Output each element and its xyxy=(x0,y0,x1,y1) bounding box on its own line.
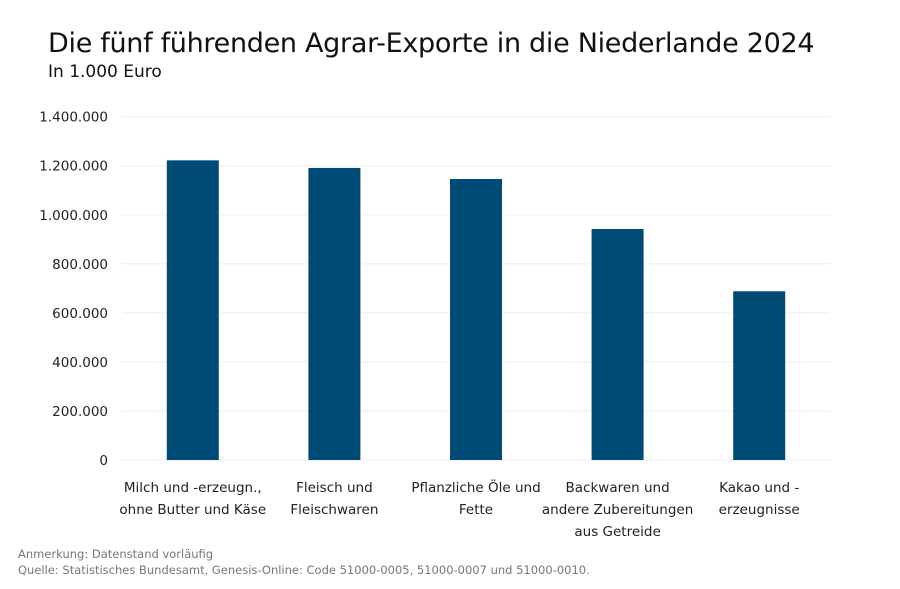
x-tick-label: Milch und -erzeugn., xyxy=(124,480,262,496)
y-tick-label: 0 xyxy=(99,453,108,469)
x-tick-label: Backwaren und xyxy=(566,480,670,496)
bar xyxy=(166,160,219,460)
x-tick-label: andere Zubereitungen xyxy=(542,502,693,518)
x-tick-label: aus Getreide xyxy=(574,524,660,540)
y-tick-label: 1.000.000 xyxy=(39,208,108,224)
bar xyxy=(733,291,786,460)
bar xyxy=(308,167,361,461)
y-tick-label: 1.400.000 xyxy=(39,110,108,126)
chart-subtitle: In 1.000 Euro xyxy=(48,62,162,82)
y-tick-label: 200.000 xyxy=(52,404,108,420)
x-tick-label: Fette xyxy=(459,502,493,518)
x-tick-label: Fleisch und xyxy=(296,480,373,496)
x-tick-label: ohne Butter und Käse xyxy=(119,502,266,518)
x-tick-label: erzeugnisse xyxy=(719,502,800,518)
y-tick-label: 600.000 xyxy=(52,306,108,322)
x-tick-label: Fleischwaren xyxy=(290,502,378,518)
chart-title: Die fünf führenden Agrar-Exporte in die … xyxy=(48,28,815,59)
bar xyxy=(591,229,644,460)
y-tick-label: 400.000 xyxy=(52,355,108,371)
x-tick-label: Kakao und - xyxy=(719,480,799,496)
footnote: Anmerkung: Datenstand vorläufig xyxy=(18,547,214,561)
y-tick-label: 800.000 xyxy=(52,257,108,273)
y-tick-label: 1.200.000 xyxy=(39,159,108,175)
bar xyxy=(450,178,502,460)
x-tick-label: Pflanzliche Öle und xyxy=(411,478,540,496)
source-note: Quelle: Statistisches Bundesamt, Genesis… xyxy=(18,563,590,577)
